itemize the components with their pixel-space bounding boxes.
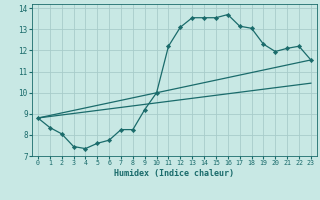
X-axis label: Humidex (Indice chaleur): Humidex (Indice chaleur) [115, 169, 234, 178]
